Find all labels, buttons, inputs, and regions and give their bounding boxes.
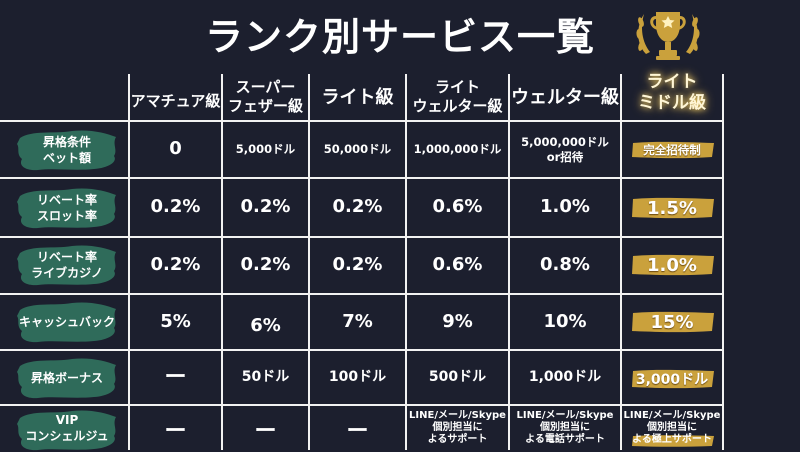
cell-value: 0.2% bbox=[150, 196, 201, 218]
column-header-light-welter: ライト ウェルター級 bbox=[412, 78, 503, 115]
gold-highlight bbox=[632, 369, 714, 389]
cell-value: 100ドル bbox=[328, 368, 387, 385]
cell-value-highlight: 1.0% bbox=[647, 254, 697, 276]
cell-value: 1.0% bbox=[540, 196, 590, 218]
gold-highlight bbox=[632, 197, 714, 219]
row-label-vip-concierge: VIP コンシェルジュ bbox=[25, 412, 109, 443]
cell-value-highlight: 完全招待制 bbox=[643, 143, 701, 157]
cell-value: 0 bbox=[169, 138, 182, 160]
row-label-brush bbox=[17, 410, 116, 451]
cell-value: 0.2% bbox=[332, 196, 383, 218]
cell-value: 5,000ドル bbox=[235, 142, 296, 157]
row-label-rebate-slot: リベート率 スロット率 bbox=[36, 192, 97, 223]
cell-value-highlight: LINE/メール/Skype 個別担当に よる極上サポート bbox=[623, 410, 721, 445]
cell-value: 50,000ドル bbox=[323, 142, 392, 157]
gold-highlight bbox=[632, 435, 714, 447]
column-header-welter: ウェルター級 bbox=[511, 86, 619, 108]
column-header-super-feather: スーパー フェザー級 bbox=[227, 78, 303, 115]
cell-value-highlight: 15% bbox=[650, 311, 694, 333]
gold-highlight bbox=[632, 254, 714, 276]
cell-value: 0.2% bbox=[240, 254, 291, 276]
cell-value: ー bbox=[346, 419, 369, 445]
row-label-promotion-bonus: 昇格ボーナス bbox=[30, 370, 103, 385]
cell-value: 0.6% bbox=[432, 254, 483, 276]
cell-value: 0.2% bbox=[150, 254, 201, 276]
column-header-light-middle: ライト ミドル級 bbox=[638, 71, 706, 113]
cell-value: 0.2% bbox=[240, 196, 291, 218]
cell-value: LINE/メール/Skype 個別担当に よるサポート bbox=[409, 410, 506, 445]
column-header-light: ライト級 bbox=[321, 86, 394, 108]
cell-value: LINE/メール/Skype 個別担当に よる電話サポート bbox=[516, 410, 614, 445]
trophy-icon bbox=[636, 12, 700, 60]
column-header-amateur: アマチュア級 bbox=[130, 91, 221, 110]
row-label-brush bbox=[17, 130, 116, 171]
gold-highlight bbox=[632, 311, 714, 333]
cell-value-highlight: 1.5% bbox=[647, 197, 697, 219]
cell-value: 0.6% bbox=[432, 196, 483, 218]
cell-value: ー bbox=[254, 419, 277, 445]
cell-value: 500ドル bbox=[428, 368, 487, 385]
row-label-brush bbox=[17, 188, 116, 229]
cell-value: 10% bbox=[543, 310, 587, 332]
row-label-promotion-bet: 昇格条件 ベット額 bbox=[42, 134, 91, 165]
row-label-brush bbox=[17, 245, 116, 286]
cell-value: 1,000ドル bbox=[528, 368, 602, 385]
cell-value: 1,000,000ドル bbox=[413, 142, 502, 157]
page-title: ランク別サービス一覧 bbox=[204, 15, 595, 59]
row-label-cashback: キャッシュバック bbox=[18, 314, 115, 329]
cell-value: 5,000,000ドル or招待 bbox=[521, 135, 609, 164]
row-label-brush bbox=[17, 302, 116, 343]
cell-value: 5% bbox=[160, 310, 191, 332]
cell-value: ー bbox=[164, 364, 187, 390]
cell-value: ー bbox=[164, 419, 187, 445]
cell-value: 50ドル bbox=[241, 368, 290, 385]
cell-value: 7% bbox=[342, 310, 373, 332]
cell-value: 0.2% bbox=[332, 254, 383, 276]
row-label-brush bbox=[17, 358, 116, 399]
gold-highlight bbox=[632, 141, 714, 159]
cell-value-highlight: 3,000ドル bbox=[635, 372, 709, 388]
cell-value: 6% bbox=[250, 314, 281, 336]
cell-value: 9% bbox=[442, 310, 473, 332]
row-label-rebate-live-casino: リベート率 ライブカジノ bbox=[31, 249, 103, 280]
cell-value: 0.8% bbox=[540, 254, 590, 276]
